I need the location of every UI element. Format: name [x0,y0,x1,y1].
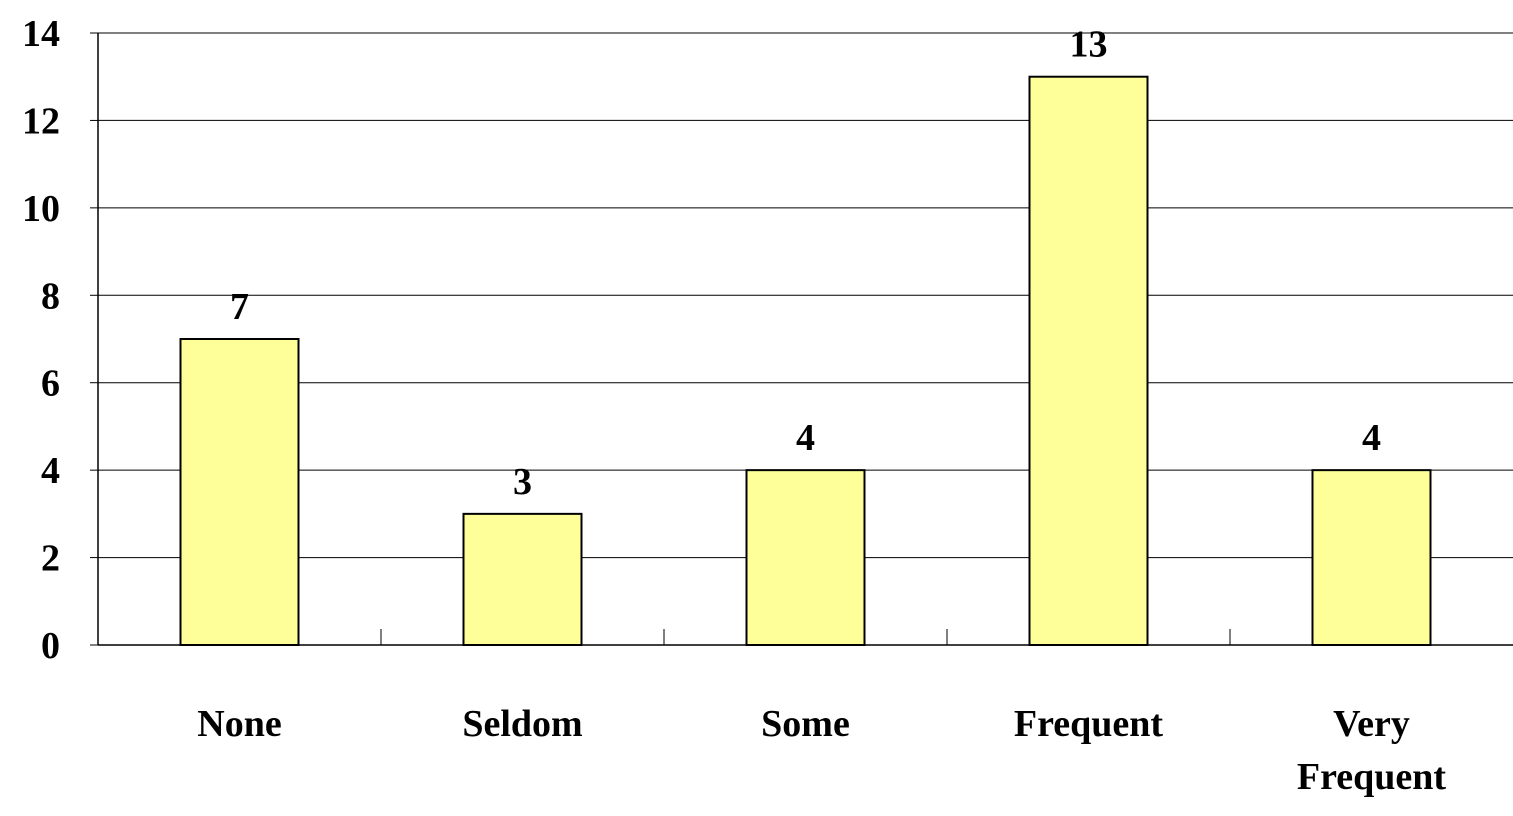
data-label: 4 [1362,417,1381,459]
bar-seldom [462,512,583,646]
y-tick-label: 14 [22,13,60,55]
x-category-label: Seldom [462,703,582,745]
y-tick-label: 6 [41,363,60,405]
y-tick-label: 2 [41,538,60,580]
y-tick-label: 10 [22,188,60,230]
data-label: 7 [230,286,249,328]
bar-some [745,469,866,646]
data-label: 4 [796,417,815,459]
data-label: 13 [1070,24,1108,66]
x-category-label: Some [761,703,850,745]
x-category-label: Frequent [1014,703,1164,745]
data-label: 3 [513,461,532,503]
y-tick-label: 4 [41,450,60,492]
x-category-label: Frequent [1297,756,1447,798]
x-category-label: None [197,703,281,745]
y-tick-label: 0 [41,625,60,667]
y-tick-label: 12 [22,100,60,142]
bar-none [179,338,300,646]
y-tick-label: 8 [41,275,60,317]
bar-very-frequent [1311,469,1432,646]
bar-frequent [1028,75,1149,646]
x-category-label: Very [1333,703,1410,745]
